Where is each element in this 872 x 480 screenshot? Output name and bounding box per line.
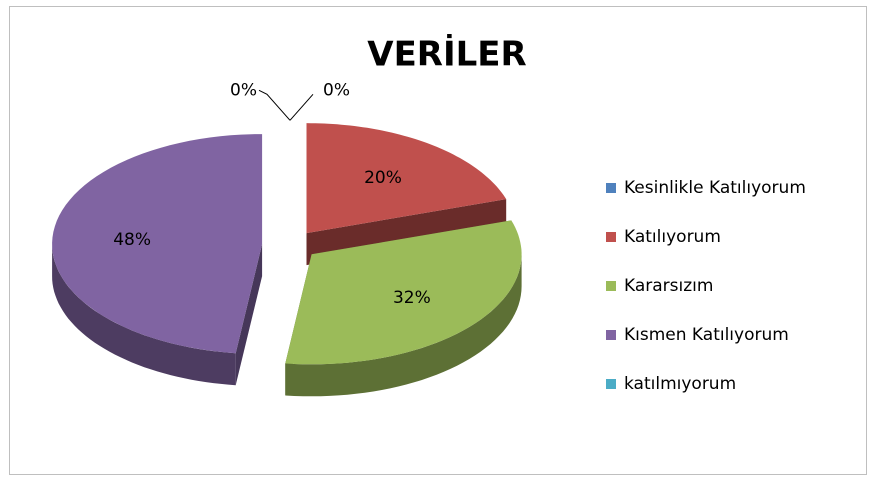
- legend-swatch: [606, 183, 616, 193]
- legend-swatch: [606, 232, 616, 242]
- data-label: 20%: [364, 168, 402, 188]
- legend-label: Katılıyorum: [624, 227, 721, 247]
- leader-line: [289, 94, 314, 121]
- leader-line: [258, 89, 291, 121]
- legend-swatch: [606, 281, 616, 291]
- data-label: 32%: [393, 288, 431, 308]
- data-label: 0%: [230, 80, 257, 100]
- legend-swatch: [606, 379, 616, 389]
- legend-label: Kısmen Katılıyorum: [624, 325, 789, 345]
- slice-side: [285, 254, 522, 397]
- slice-side: [52, 244, 236, 386]
- legend-label: katılmıyorum: [624, 374, 736, 394]
- slice: [306, 123, 507, 234]
- data-label: 48%: [113, 230, 151, 250]
- legend-label: Kararsızım: [624, 276, 713, 296]
- slice: [285, 220, 522, 365]
- data-label: 0%: [323, 80, 350, 100]
- slice-cut-face: [235, 244, 263, 386]
- legend-label: Kesinlikle Katılıyorum: [624, 178, 806, 198]
- chart-title: VERİLER: [367, 34, 526, 75]
- legend-swatch: [606, 330, 616, 340]
- slice: [52, 134, 263, 354]
